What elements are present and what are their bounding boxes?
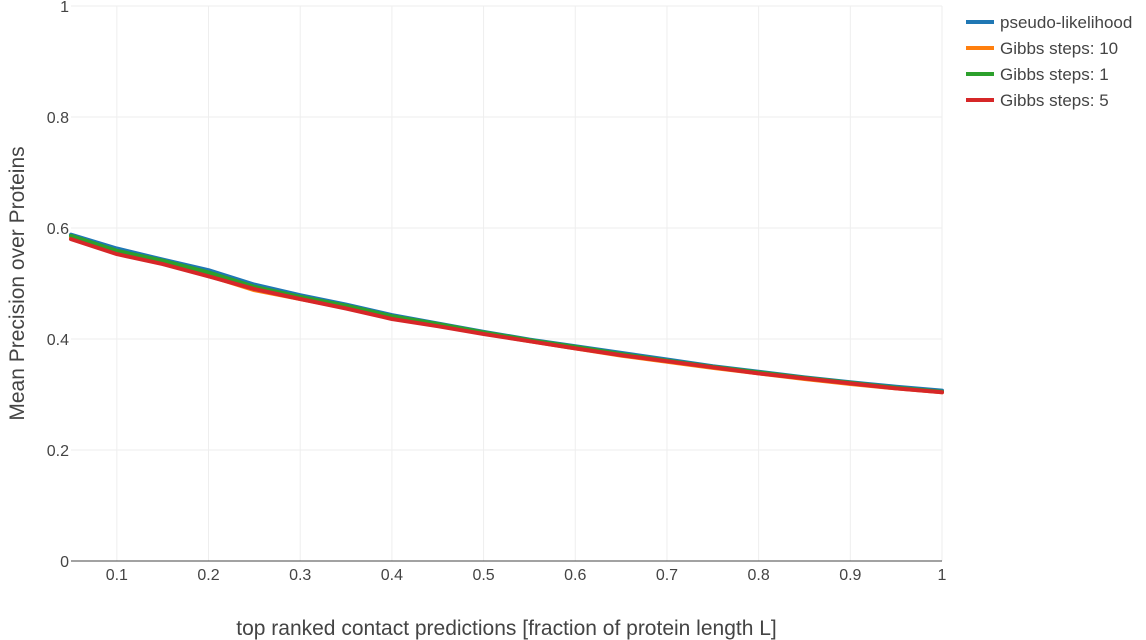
y-tick-label: 0.6 — [47, 221, 69, 238]
legend-label: Gibbs steps: 10 — [1000, 39, 1118, 58]
x-tick-label: 0.2 — [197, 567, 219, 584]
plot-area — [69, 232, 944, 395]
y-tick-label: 1 — [60, 0, 69, 16]
y-tick-label: 0.2 — [47, 443, 69, 460]
legend-item[interactable]: Gibbs steps: 1 — [966, 65, 1109, 84]
series-line-0 — [69, 232, 944, 393]
legend-label: Gibbs steps: 1 — [1000, 65, 1109, 84]
x-tick-label: 0.6 — [564, 567, 586, 584]
x-axis-title: top ranked contact predictions [fraction… — [236, 617, 777, 640]
x-tick-label: 0.1 — [106, 567, 128, 584]
x-tick-label: 0.9 — [839, 567, 861, 584]
y-tick-label: 0 — [60, 554, 69, 571]
legend-label: Gibbs steps: 5 — [1000, 91, 1109, 110]
x-tick-label: 0.4 — [381, 567, 403, 584]
y-axis-ticks: 0 0.2 0.4 0.6 0.8 1 — [47, 0, 69, 571]
y-tick-label: 0.4 — [47, 332, 69, 349]
legend-item[interactable]: pseudo-likelihood — [966, 13, 1132, 32]
y-axis-title: Mean Precision over Proteins — [6, 146, 29, 420]
legend-item[interactable]: Gibbs steps: 5 — [966, 91, 1109, 110]
x-tick-label: 1 — [938, 567, 947, 584]
series-line-2 — [69, 233, 944, 394]
x-axis-ticks: 0.1 0.2 0.3 0.4 0.5 0.6 0.7 0.8 0.9 1 — [106, 567, 947, 584]
x-tick-label: 0.3 — [289, 567, 311, 584]
series-line-3 — [69, 237, 944, 395]
legend[interactable]: pseudo-likelihood Gibbs steps: 10 Gibbs st… — [966, 13, 1132, 110]
legend-item[interactable]: Gibbs steps: 10 — [966, 39, 1118, 58]
legend-label: pseudo-likelihood — [1000, 13, 1132, 32]
y-tick-label: 0.8 — [47, 110, 69, 127]
x-tick-label: 0.5 — [472, 567, 494, 584]
series-line-1 — [69, 235, 944, 395]
x-tick-label: 0.8 — [748, 567, 770, 584]
x-tick-label: 0.7 — [656, 567, 678, 584]
grid — [71, 5, 943, 561]
